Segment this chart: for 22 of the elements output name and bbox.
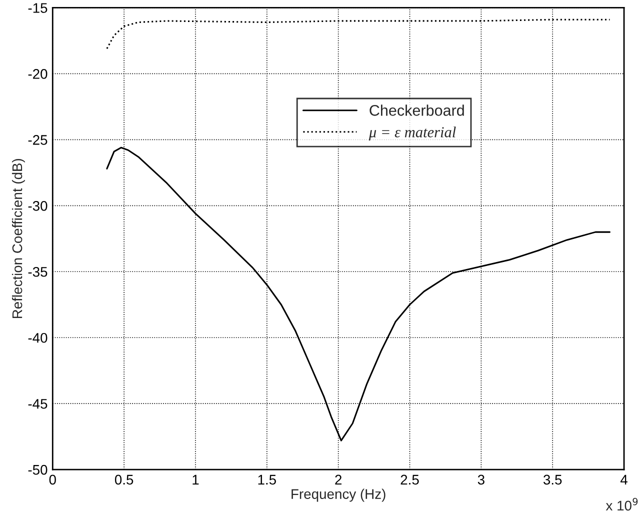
x-tick-label: 1.5 (258, 474, 276, 485)
y-tick-label: -50 (28, 464, 48, 475)
x-tick-label: 4 (620, 474, 628, 484)
x-axis-title: Frequency (Hz) (292, 488, 386, 502)
x-tick-label: 2 (335, 474, 342, 484)
y-axis-title: Reflection Coefficient (dB) (12, 158, 25, 318)
text: x 10$^{9}$ (606, 498, 638, 511)
y-tick-label: -15 (28, 3, 48, 13)
y-tick-label: -20 (28, 69, 48, 79)
x-tick-label: 1 (192, 474, 199, 484)
y-tick-label: -40 (28, 332, 48, 343)
x-tick-label: 2.5 (400, 474, 419, 485)
x-tick-label: 3 (478, 474, 484, 485)
legend-label: μ = ε material (368, 126, 456, 140)
legend-label: Checkerboard (370, 104, 464, 116)
y-tick-label: -30 (28, 200, 48, 211)
y-tick-label: -35 (28, 266, 48, 277)
x-tick-label: 0.5 (114, 474, 134, 485)
x-tick-label: 0 (49, 474, 56, 485)
y-tick-label: -25 (28, 135, 48, 145)
y-tick-label: -45 (28, 399, 48, 409)
x-tick-label: 3.5 (543, 474, 562, 485)
